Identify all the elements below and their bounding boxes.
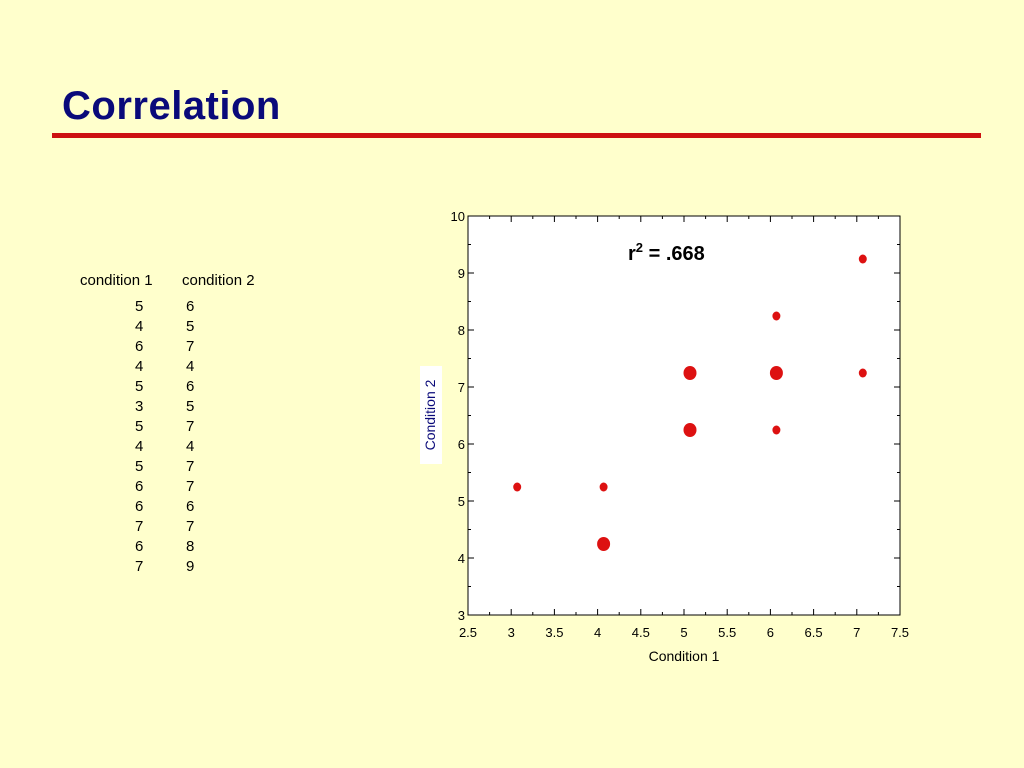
- data-point: [858, 368, 867, 378]
- x-tick-label: 6: [767, 625, 774, 640]
- x-tick-label: 2.5: [459, 625, 477, 640]
- x-tick-label: 6.5: [805, 625, 823, 640]
- data-point: [772, 311, 781, 321]
- table-cell: 7: [186, 338, 195, 355]
- table-cell: 4: [135, 318, 144, 335]
- x-tick-label: 7.5: [891, 625, 909, 640]
- table-cell: 4: [186, 358, 195, 375]
- table-cell: 6: [135, 538, 144, 555]
- data-point: [769, 366, 783, 380]
- data-point: [599, 482, 608, 492]
- table-cell: 8: [186, 538, 195, 555]
- slide-title: Correlation: [62, 84, 281, 128]
- y-tick-label: 9: [458, 266, 465, 281]
- table-cell: 5: [135, 378, 144, 395]
- y-tick-label: 7: [458, 380, 465, 395]
- title-underline: [52, 133, 981, 138]
- table-cell: 4: [135, 358, 144, 375]
- plot-area: [467, 215, 901, 616]
- y-tick-label: 4: [458, 551, 465, 566]
- table-cell: 7: [186, 418, 195, 435]
- table-cell: 7: [186, 458, 195, 475]
- y-tick-label: 3: [458, 608, 465, 623]
- x-tick-label: 3.5: [545, 625, 563, 640]
- y-tick-label: 8: [458, 323, 465, 338]
- y-axis-label-bg: [420, 366, 442, 464]
- table-header-condition-1: condition 1: [80, 272, 153, 289]
- table-cell: 5: [186, 318, 195, 335]
- data-point: [772, 425, 781, 435]
- data-point: [858, 254, 867, 264]
- y-axis-label: Condition 2: [422, 379, 438, 450]
- x-tick-label: 7: [853, 625, 860, 640]
- x-tick-label: 4: [594, 625, 601, 640]
- table-cell: 5: [135, 298, 144, 315]
- data-point: [683, 423, 697, 437]
- r-squared-annotation: r2 = .668: [628, 240, 705, 265]
- table-cell: 7: [135, 518, 144, 535]
- data-point: [513, 482, 522, 492]
- x-tick-label: 5: [680, 625, 687, 640]
- table-cell: 4: [135, 438, 144, 455]
- y-tick-label: 5: [458, 494, 465, 509]
- table-header-condition-2: condition 2: [182, 272, 255, 289]
- y-tick-label: 10: [451, 209, 465, 224]
- table-cell: 6: [186, 378, 195, 395]
- table-cell: 6: [135, 498, 144, 515]
- table-cell: 7: [186, 478, 195, 495]
- table-cell: 3: [135, 398, 144, 415]
- table-cell: 7: [135, 558, 144, 575]
- table-cell: 9: [186, 558, 195, 575]
- table-cell: 6: [135, 478, 144, 495]
- table-cell: 5: [135, 418, 144, 435]
- table-column-condition-2: 6 5 7 4 6 5 7 4 7 7 6 7 8 9: [186, 297, 194, 577]
- table-cell: 5: [186, 398, 195, 415]
- x-axis-label: Condition 1: [649, 648, 720, 664]
- table-cell: 7: [186, 518, 195, 535]
- y-tick-label: 6: [458, 437, 465, 452]
- table-cell: 6: [186, 498, 195, 515]
- table-cell: 4: [186, 438, 195, 455]
- table-column-condition-1: 5 4 6 4 5 3 5 4 5 6 6 7 6 7: [135, 297, 143, 577]
- x-tick-label: 4.5: [632, 625, 650, 640]
- table-cell: 6: [135, 338, 144, 355]
- x-tick-label: 3: [508, 625, 515, 640]
- data-point: [683, 366, 697, 380]
- x-tick-label: 5.5: [718, 625, 736, 640]
- table-cell: 5: [135, 458, 144, 475]
- data-point: [597, 537, 611, 551]
- table-cell: 6: [186, 298, 195, 315]
